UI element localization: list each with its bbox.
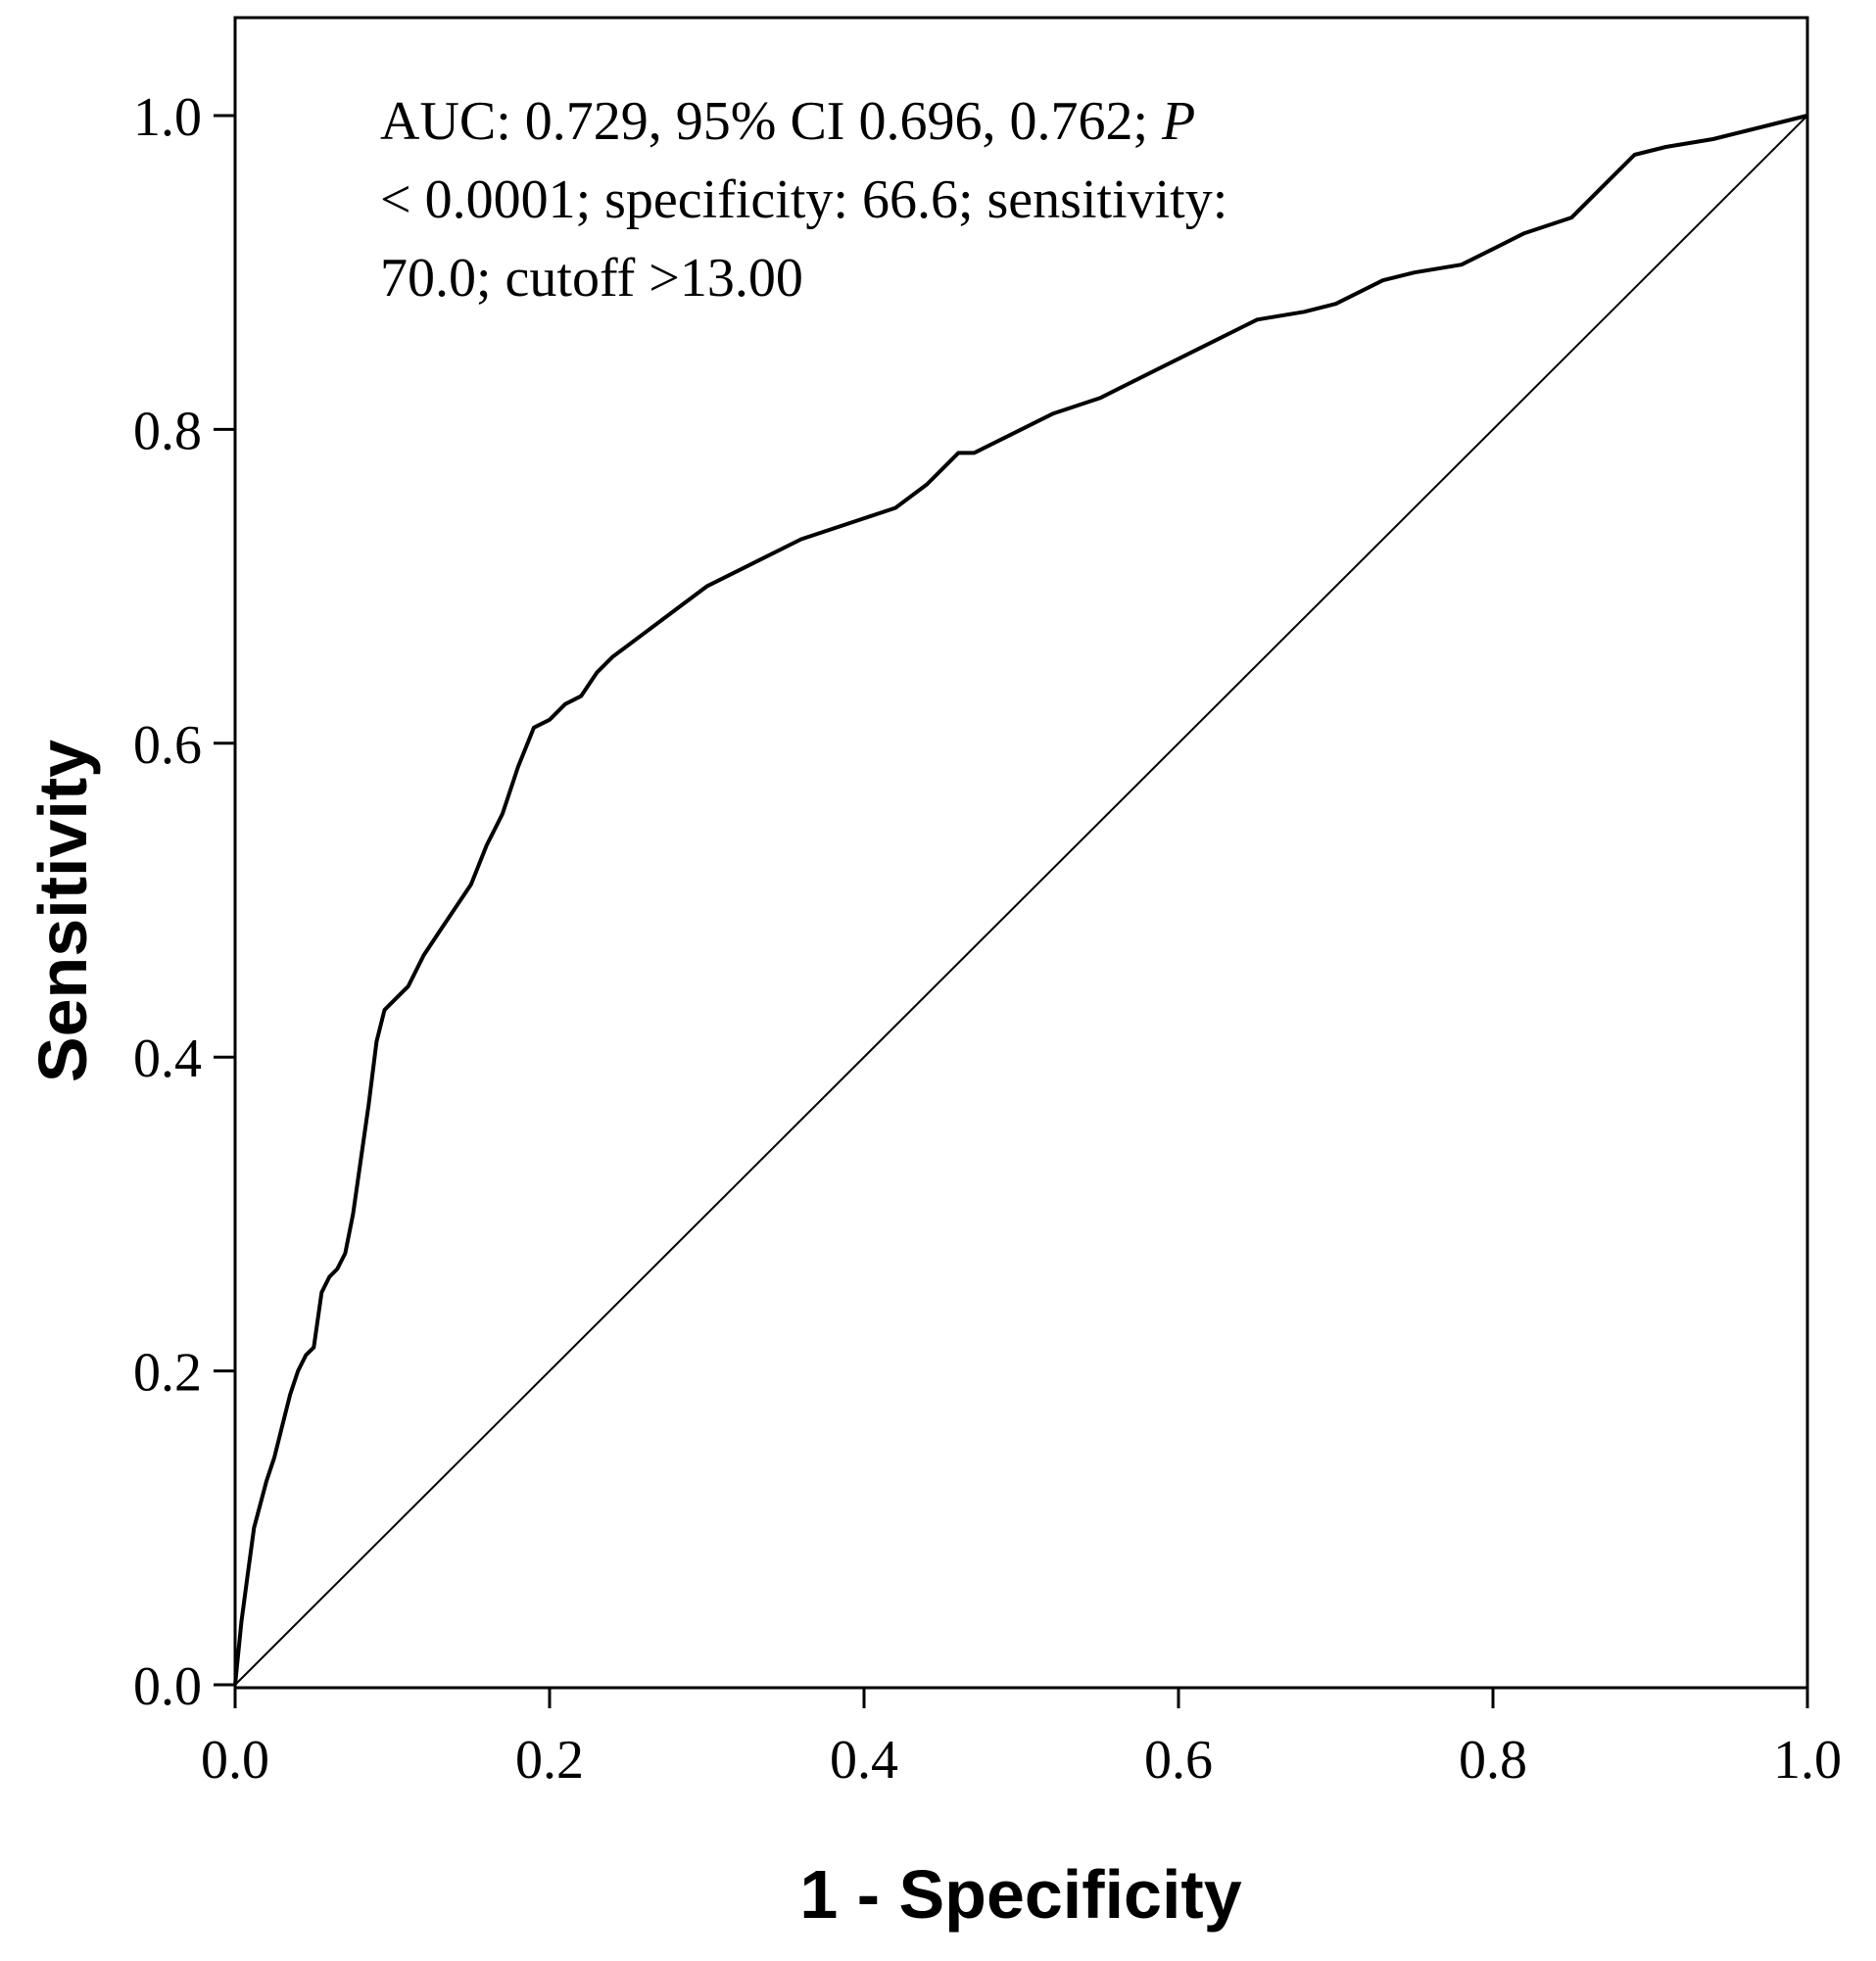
x-tick-label: 0.2 (515, 1730, 584, 1791)
y-tick-label: 1.0 (133, 87, 202, 148)
annotation-line-3: 70.0; cutoff >13.00 (380, 248, 803, 309)
reference-diagonal-line (234, 115, 1808, 1686)
x-tick-label: 0.4 (830, 1730, 898, 1791)
annotation-line-1: AUC: 0.729, 95% CI 0.696, 0.762; P (380, 91, 1195, 152)
x-axis-title: 1 - Specificity (799, 1856, 1241, 1933)
y-tick-label: 0.2 (133, 1343, 202, 1404)
y-tick-label: 0.0 (133, 1656, 202, 1717)
plot-frame (233, 16, 1809, 1690)
y-tick-label: 0.6 (133, 715, 202, 776)
annotation-line-2: < 0.0001; specificity: 66.6; sensitivity… (380, 169, 1227, 230)
y-tick-labels: 0.0 0.2 0.4 0.6 0.8 1.0 (133, 87, 202, 1717)
x-tick-label: 1.0 (1773, 1730, 1842, 1791)
y-tick-label: 0.4 (133, 1028, 202, 1089)
x-tick-label: 0.0 (201, 1730, 269, 1791)
x-tick-label: 0.6 (1144, 1730, 1213, 1791)
x-tick-labels: 0.0 0.2 0.4 0.6 0.8 1.0 (201, 1730, 1842, 1791)
y-tick-label: 0.8 (133, 401, 202, 461)
axis-ticks (214, 114, 1809, 1708)
x-tick-label: 0.8 (1459, 1730, 1527, 1791)
y-axis-title: Sensitivity (24, 740, 101, 1082)
roc-curve-line (233, 114, 1808, 1686)
